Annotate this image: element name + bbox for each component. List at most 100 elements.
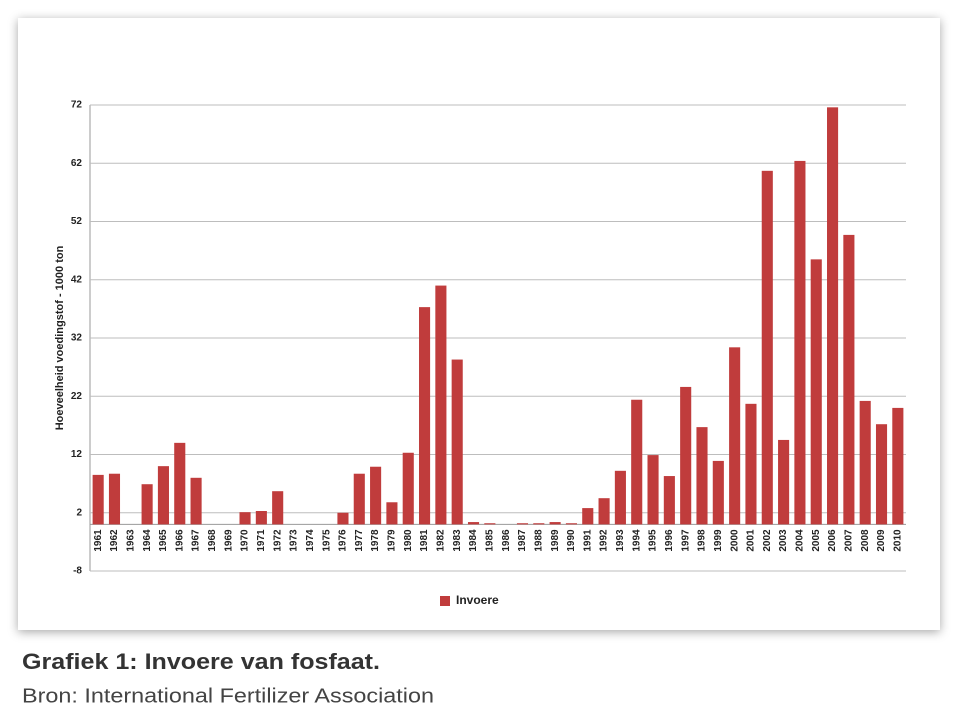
x-tick-label: 1972	[272, 529, 283, 552]
bar	[712, 460, 724, 525]
bar	[272, 491, 284, 525]
bar	[745, 403, 757, 525]
x-tick-label: 1993	[615, 529, 626, 552]
source: Bron: International Fertilizer Associati…	[22, 685, 434, 707]
bar	[239, 512, 251, 525]
x-tick-label: 1968	[207, 529, 218, 552]
x-tick-label: 1980	[403, 529, 414, 552]
x-tick-label: 1964	[142, 529, 153, 552]
x-tick-label: 1995	[648, 529, 659, 552]
x-tick-label: 2007	[844, 529, 855, 552]
bar	[875, 424, 888, 525]
x-tick-label: 1975	[321, 529, 332, 552]
x-tick-label: 1978	[370, 529, 381, 552]
bar	[402, 452, 414, 525]
x-tick-label: 1977	[354, 529, 365, 552]
bar	[614, 470, 626, 525]
legend-swatch	[440, 596, 450, 606]
bar	[859, 400, 871, 525]
bar	[451, 359, 463, 525]
x-tick-label: 1981	[419, 529, 430, 552]
x-tick-label: 1998	[697, 529, 708, 552]
y-tick-label: 22	[71, 391, 83, 402]
bar	[549, 522, 561, 525]
bar	[598, 498, 610, 525]
bar	[761, 170, 773, 525]
x-tick-label: 1976	[338, 529, 349, 552]
bar	[467, 522, 480, 525]
x-tick-label: 2008	[860, 529, 871, 552]
x-tick-label: 1966	[174, 529, 185, 552]
x-tick-label: 2009	[876, 529, 887, 552]
x-tick-label: 2010	[892, 529, 903, 552]
y-tick-label: -8	[73, 566, 82, 577]
x-tick-label: 1986	[501, 529, 512, 552]
bar	[141, 484, 153, 525]
legend-label: Invoere	[456, 593, 499, 607]
x-tick-label: 2004	[795, 529, 806, 552]
x-tick-label: 1973	[289, 529, 300, 552]
x-tick-label: 1971	[256, 529, 267, 552]
x-tick-label: 1962	[109, 529, 120, 552]
x-tick-label: 1970	[240, 529, 251, 552]
y-tick-label: 42	[71, 274, 83, 285]
bar	[255, 511, 267, 525]
bar	[337, 512, 349, 525]
bar	[810, 259, 822, 525]
x-tick-label: 1988	[533, 529, 544, 552]
bar	[516, 523, 529, 525]
x-tick-label: 2005	[811, 529, 822, 552]
x-tick-label: 1996	[664, 529, 675, 552]
x-tick-label: 1992	[599, 529, 610, 552]
x-tick-label: 1985	[484, 529, 495, 552]
bar	[565, 523, 577, 525]
x-tick-label: 1989	[550, 529, 561, 552]
bar	[647, 455, 659, 525]
bar	[419, 307, 431, 525]
x-tick-label: 1991	[582, 529, 593, 552]
y-tick-label: 52	[71, 216, 83, 227]
bar	[778, 439, 790, 525]
x-tick-label: 1990	[566, 529, 577, 552]
bar	[827, 107, 839, 525]
bar	[843, 234, 855, 525]
x-tick-label: 2001	[746, 529, 757, 552]
x-tick-label: 1963	[125, 529, 136, 552]
bar	[108, 473, 121, 525]
x-tick-label: 1987	[517, 529, 528, 552]
y-tick-label: 2	[76, 507, 82, 518]
y-tick-label: 32	[71, 333, 83, 344]
bar	[190, 477, 202, 525]
bar	[174, 442, 186, 525]
x-tick-label: 2006	[827, 529, 838, 552]
bar	[696, 427, 708, 525]
x-tick-label: 1961	[93, 529, 104, 552]
x-tick-label: 1994	[631, 529, 642, 552]
x-tick-label: 2000	[729, 529, 740, 552]
x-tick-label: 2003	[778, 529, 789, 552]
bar	[386, 502, 398, 525]
bar	[353, 473, 365, 525]
bar	[680, 386, 692, 525]
bar	[157, 466, 169, 525]
bar	[582, 508, 594, 525]
caption: Grafiek 1: Invoere van fosfaat.	[22, 649, 380, 674]
x-tick-label: 1967	[191, 529, 202, 552]
bar	[794, 160, 806, 525]
x-tick-label: 1982	[436, 529, 447, 552]
bar	[663, 476, 675, 525]
x-tick-label: 1984	[468, 529, 479, 552]
x-tick-label: 1969	[223, 529, 234, 552]
bar	[435, 285, 447, 525]
x-tick-label: 1965	[158, 529, 169, 552]
x-tick-label: 1983	[452, 529, 463, 552]
bar	[484, 523, 496, 525]
y-tick-label: 62	[71, 158, 83, 169]
x-tick-label: 1974	[305, 529, 316, 552]
y-tick-label: 12	[71, 449, 83, 460]
bar	[892, 407, 904, 525]
x-tick-label: 1999	[713, 529, 724, 552]
card	[18, 18, 940, 630]
bar	[631, 399, 643, 525]
